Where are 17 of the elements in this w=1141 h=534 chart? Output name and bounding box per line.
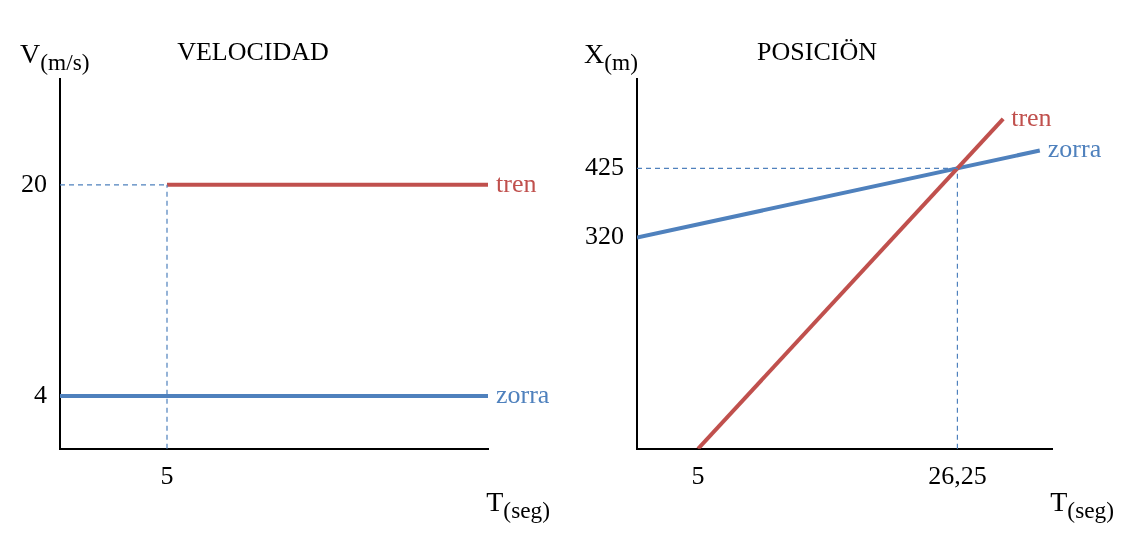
series-label: tren <box>1011 102 1052 132</box>
y-tick-label: 320 <box>585 221 624 251</box>
y-tick-label: 4 <box>34 379 47 409</box>
x-tick-label: 5 <box>691 461 705 491</box>
y-axis-title: X$_{(m)}$ <box>584 38 638 76</box>
x-axis-title: T$_{(seg)}$ <box>486 486 550 524</box>
y-tick-label: 20 <box>21 168 47 198</box>
series-label: tren <box>496 168 537 198</box>
y-tick-label: 425 <box>585 152 624 182</box>
x-axis-title: T$_{(seg)}$ <box>1050 486 1114 524</box>
series-label: zorra <box>1047 134 1102 164</box>
series-label: zorra <box>496 379 550 409</box>
chart-title: POSICIÖN <box>757 37 878 67</box>
chart-title: VELOCIDAD <box>177 37 329 67</box>
x-tick-label: 5 <box>160 461 174 491</box>
y-axis-title: V$_{(m/s)}$ <box>20 38 90 76</box>
x-tick-label: 26,25 <box>928 461 987 491</box>
